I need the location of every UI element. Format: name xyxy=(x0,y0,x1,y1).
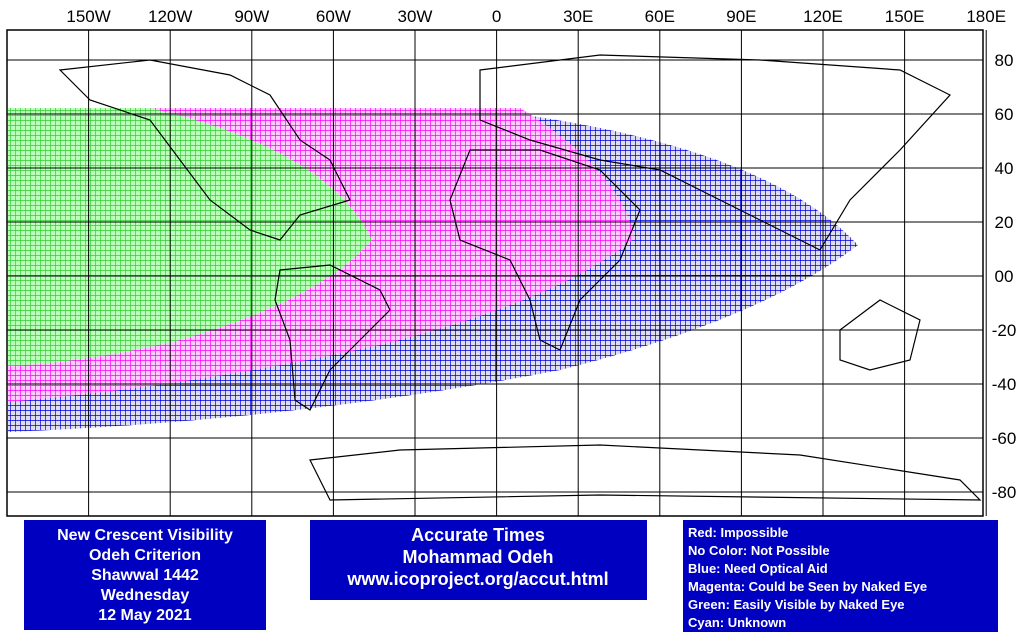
info-left-line: Shawwal 1442 xyxy=(91,567,199,584)
lon-label: 90W xyxy=(234,7,269,26)
lat-label: 40 xyxy=(995,159,1014,178)
info-center-line: www.icoproject.org/accut.html xyxy=(346,569,608,589)
legend-line: Green: Easily Visible by Naked Eye xyxy=(688,597,905,612)
info-center-line: Mohammad Odeh xyxy=(402,547,553,567)
info-left-box xyxy=(24,520,266,630)
coastlines xyxy=(58,54,982,501)
lat-label: 00 xyxy=(995,267,1014,286)
lon-label: 120E xyxy=(803,7,843,26)
info-left-line: 12 May 2021 xyxy=(98,607,192,624)
lon-label: 30E xyxy=(563,7,593,26)
lat-label: -60 xyxy=(992,429,1017,448)
lon-label: 30W xyxy=(398,7,433,26)
lat-label: 60 xyxy=(995,105,1014,124)
lat-label: 20 xyxy=(995,213,1014,232)
lat-label: -40 xyxy=(992,375,1017,394)
lon-label: 120W xyxy=(148,7,192,26)
lat-label: 80 xyxy=(995,51,1014,70)
legend-line: Cyan: Unknown xyxy=(688,615,786,630)
lon-label: 150E xyxy=(885,7,925,26)
info-left-line: Odeh Criterion xyxy=(89,547,201,564)
easily-visible-zone xyxy=(8,108,372,366)
lon-label: 0 xyxy=(492,7,501,26)
lon-label: 60W xyxy=(316,7,351,26)
legend-line: Red: Impossible xyxy=(688,525,788,540)
info-left-line: Wednesday xyxy=(101,587,190,604)
lon-label: 150W xyxy=(66,7,110,26)
info-center-box xyxy=(310,520,647,600)
lat-label: -20 xyxy=(992,321,1017,340)
legend-line: Blue: Need Optical Aid xyxy=(688,561,828,576)
lon-label: 60E xyxy=(645,7,675,26)
lon-label: 90E xyxy=(726,7,756,26)
legend-line: No Color: Not Possible xyxy=(688,543,830,558)
lon-label: 180E xyxy=(966,7,1006,26)
info-center-line: Accurate Times xyxy=(411,525,545,545)
legend-box xyxy=(683,520,998,632)
legend-line: Magenta: Could be Seen by Naked Eye xyxy=(688,579,927,594)
lat-label: -80 xyxy=(992,483,1017,502)
info-left-line: New Crescent Visibility xyxy=(57,527,233,544)
